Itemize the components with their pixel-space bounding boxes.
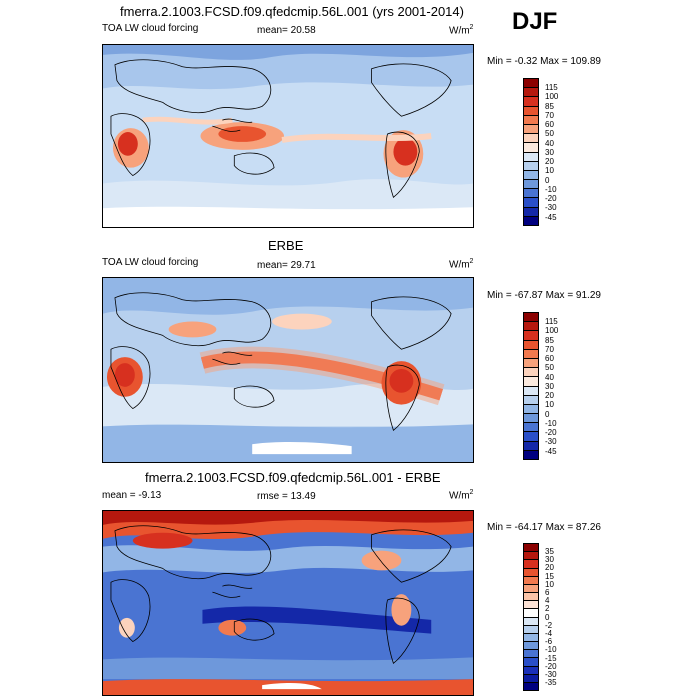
colorbar xyxy=(523,543,539,691)
map-plot xyxy=(102,44,474,228)
panel-title: fmerra.2.1003.FCSD.f09.qfedcmip.56L.001 … xyxy=(145,470,441,485)
map-plot xyxy=(102,510,474,696)
map-field xyxy=(103,511,473,695)
panel-title: ERBE xyxy=(268,238,304,253)
units-label: W/m2 xyxy=(449,489,474,502)
minmax-label: Min = -64.17 Max = 87.26 xyxy=(487,522,601,533)
map-field xyxy=(103,45,473,227)
panel-difference: fmerra.2.1003.FCSD.f09.qfedcmip.56L.001 … xyxy=(0,465,700,700)
season-label: DJF xyxy=(512,8,558,35)
minmax-label: Min = -0.32 Max = 109.89 xyxy=(487,56,601,67)
mean-label: mean = -9.13 xyxy=(102,490,162,501)
variable-label: TOA LW cloud forcing xyxy=(102,23,199,34)
mean-label: mean= 20.58 xyxy=(257,25,316,36)
map-plot xyxy=(102,277,474,463)
minmax-label: Min = -67.87 Max = 91.29 xyxy=(487,290,601,301)
colorbar xyxy=(523,78,539,226)
units-label: W/m2 xyxy=(449,258,474,271)
rmse-label: rmse = 13.49 xyxy=(257,491,316,502)
map-field xyxy=(103,278,473,462)
panel-title: fmerra.2.1003.FCSD.f09.qfedcmip.56L.001 … xyxy=(120,4,464,19)
variable-label: TOA LW cloud forcing xyxy=(102,257,199,268)
units-label: W/m2 xyxy=(449,24,474,37)
panel-model: fmerra.2.1003.FCSD.f09.qfedcmip.56L.001 … xyxy=(0,0,700,240)
colorbar xyxy=(523,312,539,460)
panel-erbe: ERBE TOA LW cloud forcing mean= 29.71 W/… xyxy=(0,235,700,475)
mean-label: mean= 29.71 xyxy=(257,260,316,271)
